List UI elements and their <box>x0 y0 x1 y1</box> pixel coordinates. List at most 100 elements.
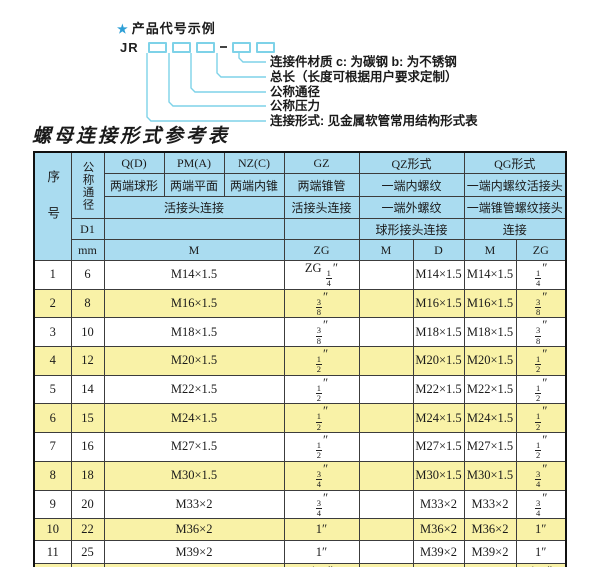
cell-qz-m <box>358 518 414 542</box>
cell-seq: 4 <box>33 346 72 376</box>
cell-qz-d: M14×1.5 <box>412 260 465 290</box>
code-box-5 <box>255 41 275 53</box>
header-q-desc: 两端球形 <box>103 173 165 197</box>
header-qg-zg: ZG <box>515 239 567 261</box>
cell-qg-m: M33×2 <box>463 489 517 520</box>
cell-qg-zg: 1 2 ″ <box>515 374 567 405</box>
legend-label-diameter: 公称通径 <box>270 85 321 99</box>
connector-lines <box>146 53 266 122</box>
cell-dn: 22 <box>70 518 105 542</box>
cell-dn: 25 <box>70 540 105 564</box>
cell-seq: 1 <box>33 260 72 290</box>
reference-table: 序号 公称通径 Q(D) PM(A) NZ(C) GZ QZ形式 QG形式 两端… <box>33 151 567 567</box>
star-icon: ★ <box>117 22 129 36</box>
header-row-2: 两端球形 两端平面 两端内锥 两端锥管 一端内螺纹 一端内螺纹活接头 <box>34 173 567 197</box>
cell-qg-zg: 1 14″ <box>515 562 567 567</box>
cell-m: M33×2 <box>103 489 285 520</box>
table-row: 1232M45×21 14″M45×2M45×21 14″ <box>33 562 567 567</box>
code-box-3 <box>195 41 215 53</box>
cell-dn: 10 <box>70 317 105 348</box>
cell-qg-m: M16×1.5 <box>463 288 517 319</box>
cell-qz-d: M39×2 <box>412 540 465 564</box>
code-box-1 <box>147 41 167 53</box>
header-live-joint: 活接头连接 <box>103 196 285 219</box>
cell-qz-m <box>358 317 414 348</box>
code-dash <box>219 46 227 48</box>
cell-zg: 3 4 ″ <box>283 460 360 491</box>
header-qg-m: M <box>463 239 517 261</box>
header-row-4: D1 球形接头连接 连接 <box>34 218 567 240</box>
cell-seq: 12 <box>33 562 72 567</box>
cell-qz-d: M22×1.5 <box>412 374 465 405</box>
cell-qg-zg: 1 2 ″ <box>515 432 567 462</box>
cell-m: M39×2 <box>103 540 285 564</box>
table-row: 9 20 M33×2 3 4 ″ M33×2 M33×2 3 4 ″ <box>33 489 567 520</box>
header-qz-row2: 一端内螺纹 <box>358 173 465 197</box>
cell-qz-m <box>358 288 414 319</box>
cell-dn: 20 <box>70 489 105 520</box>
cell-seq: 9 <box>33 489 72 520</box>
cell-dn: 18 <box>70 460 105 491</box>
cell-m: M30×1.5 <box>103 460 285 491</box>
header-row-3: 活接头连接 活接头连接 一端外螺纹 一端锥管螺纹接头 <box>34 196 567 219</box>
cell-qg-m: M14×1.5 <box>463 260 517 290</box>
table-row: 5 14 M22×1.5 1 2 ″ M22×1.5 M22×1.5 1 2 ″ <box>33 374 567 405</box>
cell-qg-m: M39×2 <box>463 540 517 564</box>
cell-zg: ZG 1 4 ″ <box>283 260 360 290</box>
header-row-5: mm M ZG M D M ZG <box>34 239 567 261</box>
header-col-pm: PM(A) <box>163 151 225 174</box>
cell-zg: 3 8 ″ <box>283 317 360 348</box>
cell-zg: 1 2 ″ <box>283 374 360 405</box>
header-qz-m: M <box>358 239 414 261</box>
diagram-heading-text: 产品代号示例 <box>131 21 216 36</box>
cell-qg-zg: 1 2 ″ <box>515 346 567 376</box>
cell-qz-m <box>358 346 414 376</box>
cell-qg-zg: 3 8 ″ <box>515 317 567 348</box>
cell-zg: 1 2 ″ <box>283 432 360 462</box>
header-nz-desc: 两端内锥 <box>223 173 285 197</box>
cell-qz-m <box>358 403 414 434</box>
cell-dn: 6 <box>70 260 105 290</box>
cell-zg: 1″ <box>283 540 360 564</box>
product-code-row: JR <box>120 40 275 55</box>
cell-seq: 8 <box>33 460 72 491</box>
header-seq: 序号 <box>33 151 72 261</box>
cell-seq: 3 <box>33 317 72 348</box>
cell-qg-zg: 1″ <box>515 540 567 564</box>
cell-m: M16×1.5 <box>103 288 285 319</box>
cell-qz-d: M18×1.5 <box>412 317 465 348</box>
cell-dn: 12 <box>70 346 105 376</box>
cell-dn: 15 <box>70 403 105 434</box>
cell-qg-zg: 3 8 ″ <box>515 288 567 319</box>
cell-qz-d: M27×1.5 <box>412 432 465 462</box>
table-row: 3 10 M18×1.5 3 8 ″ M18×1.5 M18×1.5 3 8 ″ <box>33 317 567 348</box>
cell-qg-m: M20×1.5 <box>463 346 517 376</box>
cell-dn: 14 <box>70 374 105 405</box>
table-row: 7 16 M27×1.5 1 2 ″ M27×1.5 M27×1.5 1 2 ″ <box>33 432 567 462</box>
header-mm: mm <box>70 239 105 261</box>
cell-qz-m <box>358 260 414 290</box>
table-row: 8 18 M30×1.5 3 4 ″ M30×1.5 M30×1.5 3 4 ″ <box>33 460 567 491</box>
code-box-4 <box>231 41 251 53</box>
cell-qz-d: M20×1.5 <box>412 346 465 376</box>
table-row: 10 22 M36×2 1″ M36×2 M36×2 1″ <box>33 518 567 542</box>
cell-qg-m: M18×1.5 <box>463 317 517 348</box>
cell-qz-m <box>358 562 414 567</box>
legend-label-length: 总长（长度可根据用户要求定制） <box>270 70 458 84</box>
cell-seq: 2 <box>33 288 72 319</box>
header-dn: 公称通径 <box>70 151 105 219</box>
cell-seq: 5 <box>33 374 72 405</box>
cell-qg-m: M36×2 <box>463 518 517 542</box>
